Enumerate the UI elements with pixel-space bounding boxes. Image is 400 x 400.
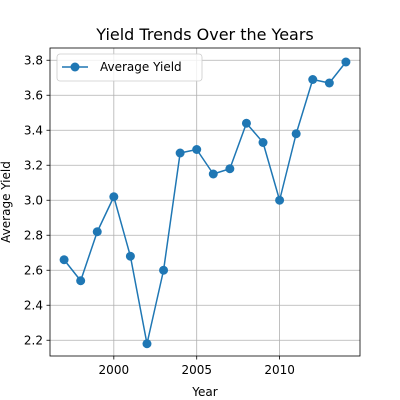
data-point bbox=[275, 195, 285, 205]
plot-area-frame bbox=[49, 47, 361, 357]
data-point bbox=[225, 164, 235, 174]
y-tick-label: 3.4 bbox=[24, 123, 43, 137]
axis-ticks: 2000 2005 2010 2.2 2.4 2.6 2.8 3.0 3.2 3.4 3.6 3.8 bbox=[24, 53, 295, 377]
chart-title: Yield Trends Over the Years bbox=[95, 25, 314, 44]
data-point bbox=[192, 145, 202, 154]
data-point bbox=[92, 227, 102, 237]
legend-box bbox=[56, 53, 203, 82]
y-tick-label: 3.8 bbox=[24, 53, 43, 67]
series-line-average-yield bbox=[63, 61, 347, 345]
data-point bbox=[159, 265, 169, 275]
y-tick-label: 3.6 bbox=[24, 88, 43, 102]
y-tick-label: 2.8 bbox=[24, 228, 43, 242]
y-tick-label: 3.2 bbox=[24, 158, 43, 172]
data-point bbox=[308, 75, 318, 84]
data-point bbox=[76, 276, 86, 286]
data-point bbox=[241, 118, 251, 128]
data-point bbox=[125, 251, 135, 261]
x-tick-label: 2000 bbox=[99, 363, 130, 377]
y-axis-title: Average Yield bbox=[0, 161, 13, 243]
data-point bbox=[59, 255, 69, 265]
data-point bbox=[208, 169, 218, 179]
y-tick-label: 2.6 bbox=[24, 263, 43, 277]
series-layer bbox=[59, 57, 351, 349]
x-axis-title: Year bbox=[191, 385, 217, 399]
legend: Average Yield bbox=[56, 53, 203, 82]
data-point bbox=[258, 138, 268, 147]
legend-marker-sample bbox=[70, 62, 80, 72]
data-point bbox=[142, 339, 152, 349]
data-point bbox=[175, 148, 185, 158]
y-tick-label: 2.2 bbox=[24, 333, 43, 347]
data-point bbox=[324, 78, 334, 88]
data-point bbox=[341, 57, 351, 67]
y-tick-label: 2.4 bbox=[24, 298, 43, 312]
x-tick-label: 2010 bbox=[264, 363, 295, 377]
data-point bbox=[109, 192, 119, 202]
x-tick-label: 2005 bbox=[181, 363, 212, 377]
data-point bbox=[291, 129, 301, 139]
legend-label: Average Yield bbox=[100, 60, 182, 74]
y-tick-label: 3.0 bbox=[24, 193, 43, 207]
